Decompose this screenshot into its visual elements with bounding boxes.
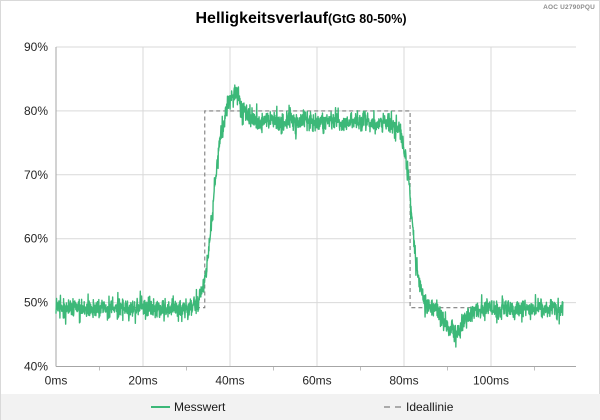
svg-text:40ms: 40ms [215,374,244,388]
svg-text:60ms: 60ms [302,374,331,388]
svg-text:60%: 60% [24,232,48,246]
svg-text:80%: 80% [24,104,48,118]
svg-text:80ms: 80ms [389,374,418,388]
svg-text:70%: 70% [24,168,48,182]
svg-text:90%: 90% [24,40,48,54]
svg-text:100ms: 100ms [473,374,509,388]
svg-text:40%: 40% [24,360,48,374]
svg-text:0ms: 0ms [45,374,68,388]
svg-text:50%: 50% [24,296,48,310]
svg-text:20ms: 20ms [128,374,157,388]
